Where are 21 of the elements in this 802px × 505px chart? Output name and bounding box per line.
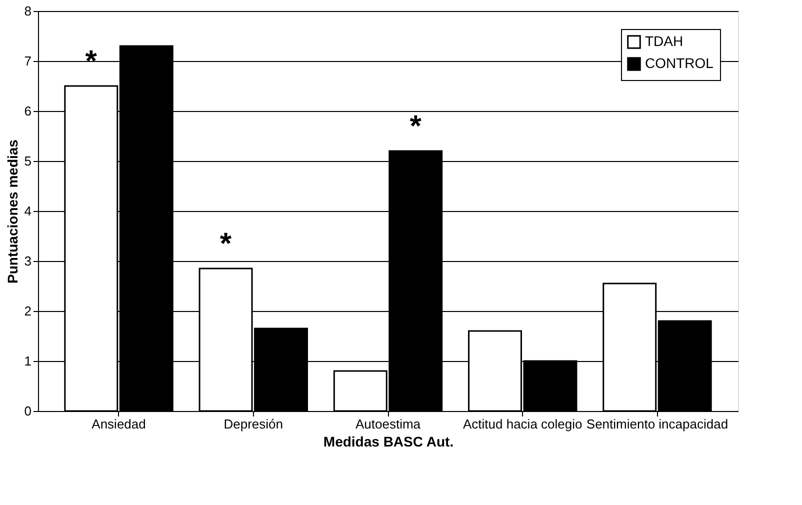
y-tick-label: 5 (24, 154, 32, 168)
y-tick-label: 1 (24, 354, 32, 368)
y-tick-label: 4 (24, 204, 32, 218)
annotation: * (410, 110, 422, 143)
y-tick-label: 6 (24, 104, 32, 118)
y-tick-label: 8 (24, 4, 32, 18)
y-tick-label: 2 (24, 304, 32, 318)
x-tick-label: Sentimiento incapacidad (586, 416, 728, 432)
x-axis-title: Medidas BASC Aut. (323, 434, 454, 450)
legend-label: TDAH (645, 33, 684, 49)
annotation: * (85, 45, 98, 78)
x-tick-label: Ansiedad (92, 416, 146, 432)
x-tick-label: Autoestima (355, 416, 422, 432)
annotation: * (220, 228, 232, 260)
y-axis-title: Puntuaciones medias (4, 139, 20, 284)
y-tick-label: 3 (24, 254, 32, 268)
x-tick-label: Actitud hacia colegio (462, 416, 582, 432)
y-tick-label: 7 (24, 54, 32, 68)
x-tick-label: Depresión (224, 416, 284, 432)
legend-label: CONTROL (645, 55, 714, 71)
y-tick-label: 0 (24, 404, 32, 418)
